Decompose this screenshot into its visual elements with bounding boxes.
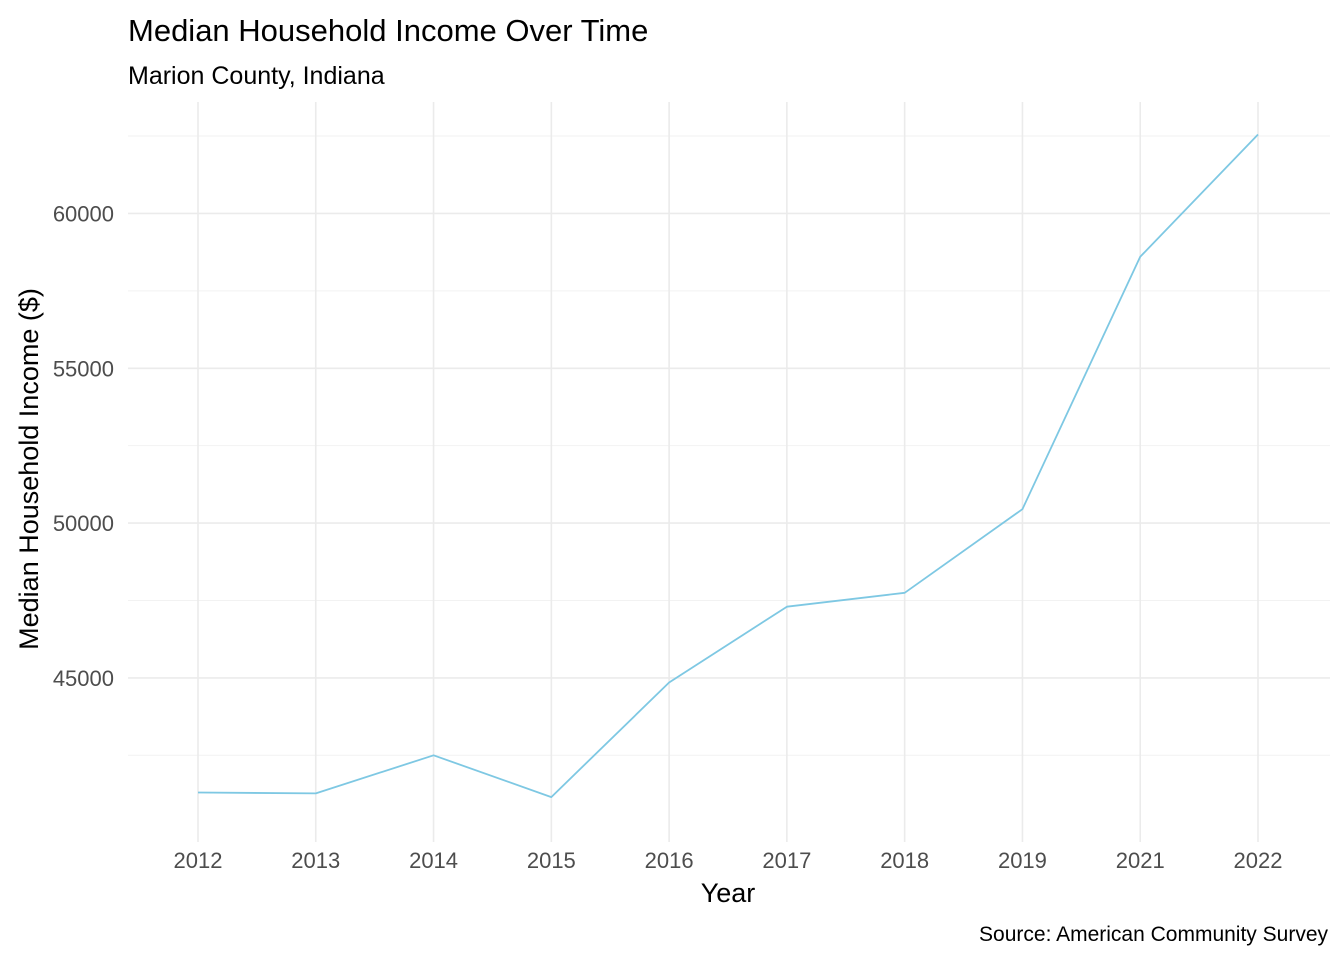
data-point: [312, 789, 320, 797]
x-axis-title: Year: [701, 878, 756, 908]
x-tick-label: 2021: [1116, 848, 1165, 873]
data-point: [783, 603, 791, 611]
data-point: [194, 788, 202, 796]
chart-subtitle: Marion County, Indiana: [128, 62, 385, 90]
x-tick-label: 2017: [762, 848, 811, 873]
data-point: [665, 679, 673, 687]
data-point: [1018, 505, 1026, 513]
x-tick-label: 2022: [1234, 848, 1283, 873]
x-tick-label: 2013: [291, 848, 340, 873]
series-layer: [194, 131, 1262, 801]
y-tick-label: 50000: [53, 511, 114, 536]
y-axis-title: Median Household Income ($): [14, 288, 44, 650]
income-series-line: [197, 133, 1259, 798]
grid-lines: [128, 102, 1330, 842]
x-tick-label: 2018: [880, 848, 929, 873]
data-point: [1254, 131, 1262, 139]
y-tick-label: 60000: [53, 201, 114, 226]
x-tick-label: 2019: [998, 848, 1047, 873]
data-point: [901, 589, 909, 597]
y-tick-label: 45000: [53, 666, 114, 691]
x-tick-label: 2015: [527, 848, 576, 873]
chart-title: Median Household Income Over Time: [128, 13, 648, 48]
x-tick-label: 2014: [409, 848, 458, 873]
x-tick-label: 2012: [174, 848, 223, 873]
x-tick-label: 2016: [645, 848, 694, 873]
source-caption: Source: American Community Survey: [979, 923, 1328, 946]
data-point: [430, 751, 438, 759]
data-point: [1136, 253, 1144, 261]
y-tick-label: 55000: [53, 356, 114, 381]
data-point: [547, 793, 555, 801]
tick-labels: 45000 50000 55000 60000 2012 2013 2014 2015 2016…: [53, 201, 1283, 873]
